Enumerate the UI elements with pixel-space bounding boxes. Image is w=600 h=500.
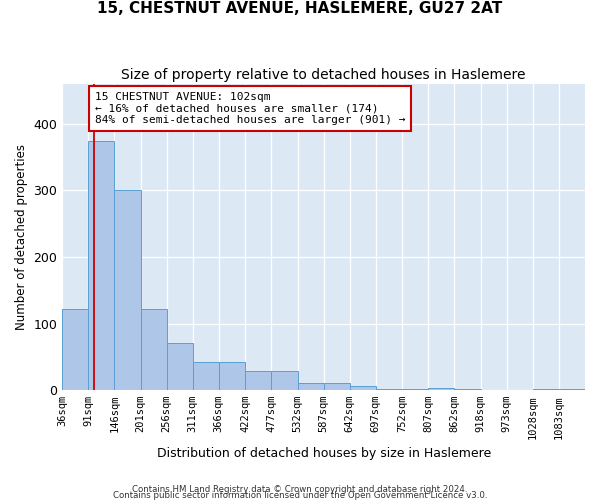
Bar [193,362,219,390]
Bar [88,140,115,390]
Bar [350,386,376,390]
Bar [271,372,298,390]
Bar [298,384,323,390]
Text: Contains HM Land Registry data © Crown copyright and database right 2024.: Contains HM Land Registry data © Crown c… [132,485,468,494]
X-axis label: Distribution of detached houses by size in Haslemere: Distribution of detached houses by size … [157,447,491,460]
Y-axis label: Number of detached properties: Number of detached properties [15,144,28,330]
Bar [428,388,454,390]
Text: Contains public sector information licensed under the Open Government Licence v3: Contains public sector information licen… [113,491,487,500]
Text: 15 CHESTNUT AVENUE: 102sqm
← 16% of detached houses are smaller (174)
84% of sem: 15 CHESTNUT AVENUE: 102sqm ← 16% of deta… [95,92,406,125]
Bar [140,309,167,390]
Bar [245,372,271,390]
Bar [167,344,193,390]
Bar [115,190,140,390]
Bar [323,384,350,390]
Bar [62,309,88,390]
Title: Size of property relative to detached houses in Haslemere: Size of property relative to detached ho… [121,68,526,82]
Text: 15, CHESTNUT AVENUE, HASLEMERE, GU27 2AT: 15, CHESTNUT AVENUE, HASLEMERE, GU27 2AT [97,1,503,16]
Bar [219,362,245,390]
